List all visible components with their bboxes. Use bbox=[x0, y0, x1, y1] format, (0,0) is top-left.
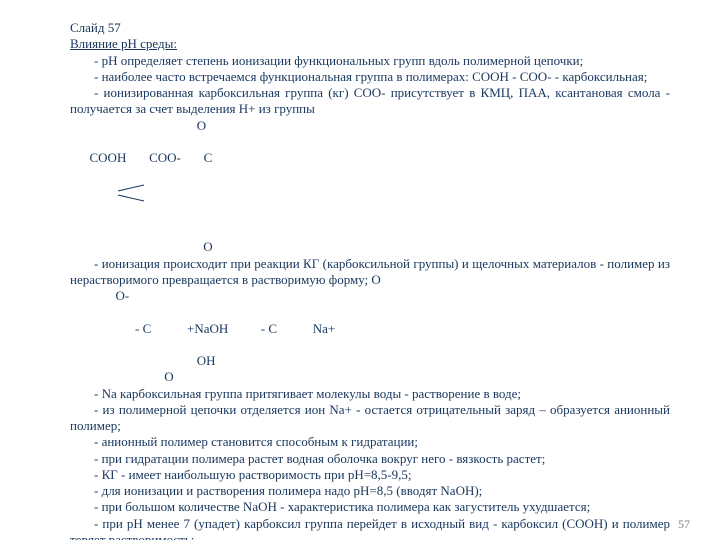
para: - из полимерной цепочки отделяется ион N… bbox=[70, 402, 670, 435]
bond-double-icon bbox=[90, 166, 148, 223]
chem-formula-line: О- bbox=[70, 288, 670, 304]
heading: Влияние рН среды: bbox=[70, 36, 670, 52]
slide-content: Слайд 57 Влияние рН среды: - рН определя… bbox=[70, 20, 670, 540]
chem-formula-line: О bbox=[70, 369, 670, 385]
chem-formula-line: СООН СОО- С bbox=[70, 134, 670, 240]
chem-formula-line: О bbox=[70, 118, 670, 134]
para: - ионизированная карбоксильная группа (к… bbox=[70, 85, 670, 118]
para: - КГ - имеет наибольшую растворимость пр… bbox=[70, 467, 670, 483]
para: - наиболее часто встречаемся функциональ… bbox=[70, 69, 670, 85]
para: - при большом количестве NaОН - характер… bbox=[70, 499, 670, 515]
para: - для ионизации и растворения полимера н… bbox=[70, 483, 670, 499]
para: - при гидратации полимера растет водная … bbox=[70, 451, 670, 467]
para: - при рН менее 7 (упадет) карбоксил груп… bbox=[70, 516, 670, 540]
para: - рН определяет степень ионизации функци… bbox=[70, 53, 670, 69]
chem-formula-line: - С +NaОН - С Na+ bbox=[70, 304, 670, 353]
chem-formula-line: О bbox=[70, 239, 670, 255]
page-number: 57 bbox=[678, 517, 690, 532]
slide-page: Слайд 57 Влияние рН среды: - рН определя… bbox=[0, 0, 720, 540]
slide-label: Слайд 57 bbox=[70, 20, 670, 36]
para: - ионизация происходит при реакции КГ (к… bbox=[70, 256, 670, 289]
para: - Na карбоксильная группа притягивает мо… bbox=[70, 386, 670, 402]
para: - анионный полимер становится способным … bbox=[70, 434, 670, 450]
chem-formula-line: ОН bbox=[70, 353, 670, 369]
